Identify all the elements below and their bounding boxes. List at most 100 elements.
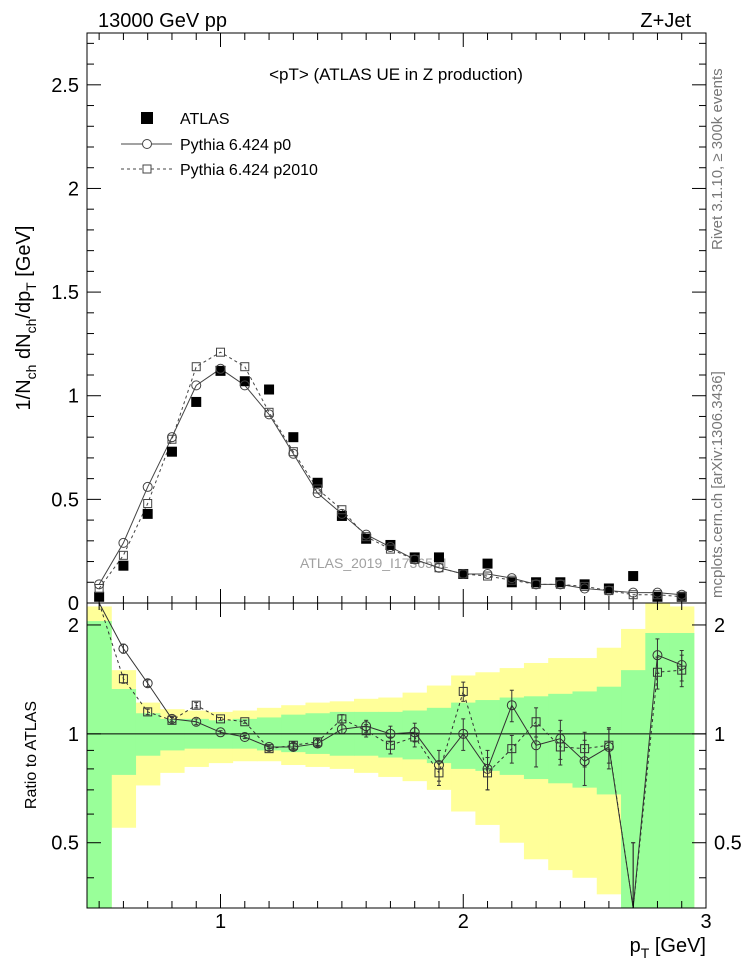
p0-point (191, 380, 202, 391)
atlas-point (433, 552, 444, 563)
ratio-y-tick-label: 1 (68, 724, 79, 746)
legend-p2010-marker (142, 164, 152, 174)
ratio-p2010-point (191, 700, 201, 710)
ratio-p2010-point (264, 744, 274, 754)
p2010-point (337, 505, 347, 515)
ratio-series (97, 602, 687, 909)
ratio-p0-point (506, 700, 517, 711)
ratio-p2010-point (434, 768, 444, 778)
p2010-point (628, 590, 638, 600)
ratio-uncertainty-bands (87, 603, 706, 908)
ratio-p0-point (239, 732, 250, 743)
legend-label: Pythia 6.424 p0 (180, 137, 291, 154)
ratio-p2010-point (507, 744, 517, 754)
legend: ATLAS Pythia 6.424 p0 Pythia 6.424 p2010 (121, 111, 318, 179)
atlas-point (118, 560, 129, 571)
x-axis-label: pT [GeV] (630, 935, 706, 961)
side-label-mcplots: mcplots.cern.ch [arXiv:1306.3436] (709, 371, 726, 598)
ratio-p0-point (215, 727, 226, 738)
atlas-point (288, 432, 299, 443)
ratio-axis-ticks: 0.5 0.5 1 1 2 2 1 2 3 (51, 603, 742, 933)
inner-band-bin (208, 720, 234, 749)
ratio-p2010-point (555, 742, 565, 752)
p2010-point (118, 550, 128, 560)
p2010-point (677, 592, 687, 602)
inner-band-bin (87, 621, 112, 908)
ratio-p2010-point (531, 717, 541, 727)
p2010-point (361, 532, 371, 542)
p2010-point (143, 499, 153, 509)
header-right: Z+Jet (640, 10, 691, 32)
p2010-point (458, 569, 468, 579)
x-tick-label: 2 (458, 911, 469, 933)
atlas-point (628, 571, 639, 582)
y-tick-label: 1 (68, 386, 79, 408)
atlas-point (142, 508, 153, 519)
main-series (94, 347, 687, 602)
ratio-p2010-point (216, 714, 226, 724)
ratio-p2010-point (143, 707, 153, 717)
p2010-point (555, 579, 565, 589)
side-label-rivet: Rivet 3.1.10, ≥ 300k events (709, 68, 726, 250)
ratio-p2010-point (313, 737, 323, 747)
atlas-point (458, 568, 469, 579)
y-tick-label: 0 (68, 593, 79, 615)
ratio-p2010-point (385, 740, 395, 750)
atlas-point (555, 577, 566, 588)
legend-atlas-marker (141, 112, 153, 124)
atlas-point (336, 510, 347, 521)
ratio-p2010-point (580, 744, 590, 754)
ratio-p2010-point (652, 667, 662, 677)
p2010-point (580, 581, 590, 591)
p2010-point (434, 563, 444, 573)
ratio-p0-point (458, 728, 469, 739)
atlas-point (531, 577, 542, 588)
p0-point (239, 380, 250, 391)
p0-point (142, 481, 153, 492)
main-axis-ticks: 0 0.5 1 1.5 2 2.5 (51, 33, 706, 615)
ratio-y-tick-label: 0.5 (51, 833, 79, 855)
ratio-p2010-point (288, 740, 298, 750)
inner-band-bin (111, 689, 137, 775)
ratio-y-tick-label: 2 (68, 615, 79, 637)
ratio-p2010-point (337, 714, 347, 724)
atlas-point (166, 446, 177, 457)
p2010-point (531, 579, 541, 589)
atlas-point (94, 591, 105, 602)
ratio-p0-point (191, 716, 202, 727)
y-tick-label: 2.5 (51, 75, 79, 97)
p2010-point (483, 571, 493, 581)
p2010-point (288, 447, 298, 457)
x-tick-label: 3 (700, 911, 711, 933)
atlas-point (676, 591, 687, 602)
p2010-point (264, 407, 274, 417)
x-tick-label: 1 (215, 911, 226, 933)
atlas-point (409, 552, 420, 563)
ratio-p2010-point (604, 740, 614, 750)
ratio-p0-point (142, 678, 153, 689)
legend-label: ATLAS (180, 111, 230, 128)
p2010-point (313, 484, 323, 494)
p2010-point (604, 586, 614, 596)
ratio-y-tick-label-right: 1 (714, 724, 725, 746)
main-y-axis-label: 1/Nch dNch/dpT [GeV] (13, 226, 39, 411)
ratio-p0-point (118, 643, 129, 654)
p0-point (215, 363, 226, 374)
ratio-p2010-point (240, 717, 250, 727)
header-left: 13000 GeV pp (98, 10, 227, 32)
p2010-point (216, 347, 226, 357)
p2010-point (652, 590, 662, 600)
ratio-y-tick-label-right: 0.5 (714, 833, 742, 855)
p2010-point (507, 575, 517, 585)
p2010-point (167, 434, 177, 444)
y-tick-label: 0.5 (51, 489, 79, 511)
legend-p0-marker (142, 139, 152, 149)
ratio-y-tick-label-right: 2 (714, 615, 725, 637)
ratio-p0-point (531, 740, 542, 751)
ratio-p2010-point (483, 768, 493, 778)
chart-title: <pT> (ATLAS UE in Z production) (269, 65, 523, 84)
p0-point (118, 537, 129, 548)
atlas-point (312, 477, 323, 488)
legend-label: Pythia 6.424 p2010 (180, 162, 318, 179)
